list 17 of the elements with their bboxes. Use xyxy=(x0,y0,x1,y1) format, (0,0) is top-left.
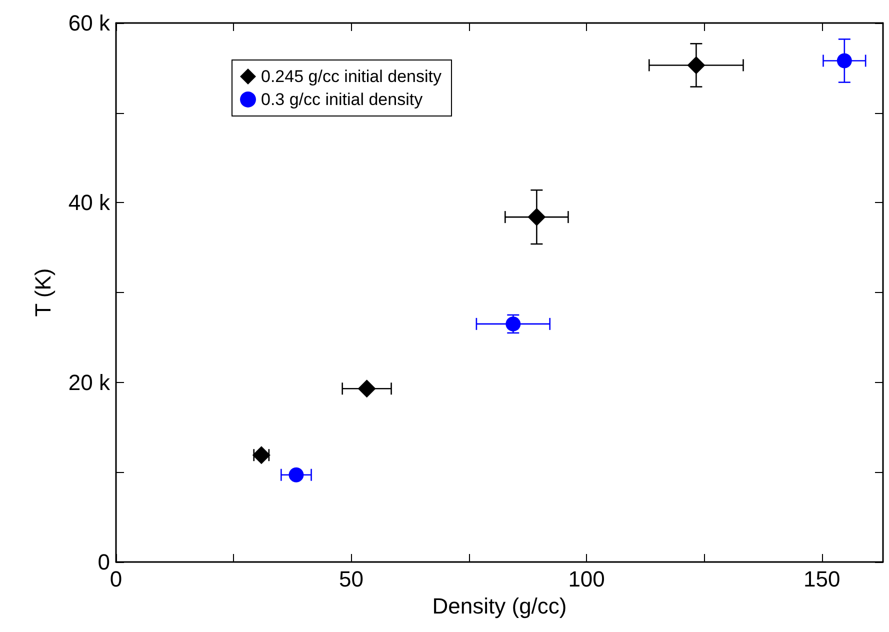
x-axis-title: Density (g/cc) xyxy=(432,593,567,618)
point xyxy=(528,208,546,226)
point xyxy=(506,316,521,332)
legend-label: 0.245 g/cc initial density xyxy=(261,67,442,86)
y-tick-label: 40 k xyxy=(68,190,111,216)
y-axis-title: T (K) xyxy=(30,268,56,317)
x-tick-label: 150 xyxy=(803,566,840,592)
y-tick-label: 20 k xyxy=(68,370,111,395)
legend-label: 0.3 g/cc initial density xyxy=(261,90,424,109)
x-tick-label: 100 xyxy=(568,566,605,592)
point xyxy=(836,53,852,68)
y-tick-label: 60 k xyxy=(68,10,111,36)
y-tick-label: 0 xyxy=(98,550,110,574)
point xyxy=(687,56,706,74)
point xyxy=(288,467,304,482)
point xyxy=(358,380,376,398)
x-tick-label: 50 xyxy=(339,566,364,592)
